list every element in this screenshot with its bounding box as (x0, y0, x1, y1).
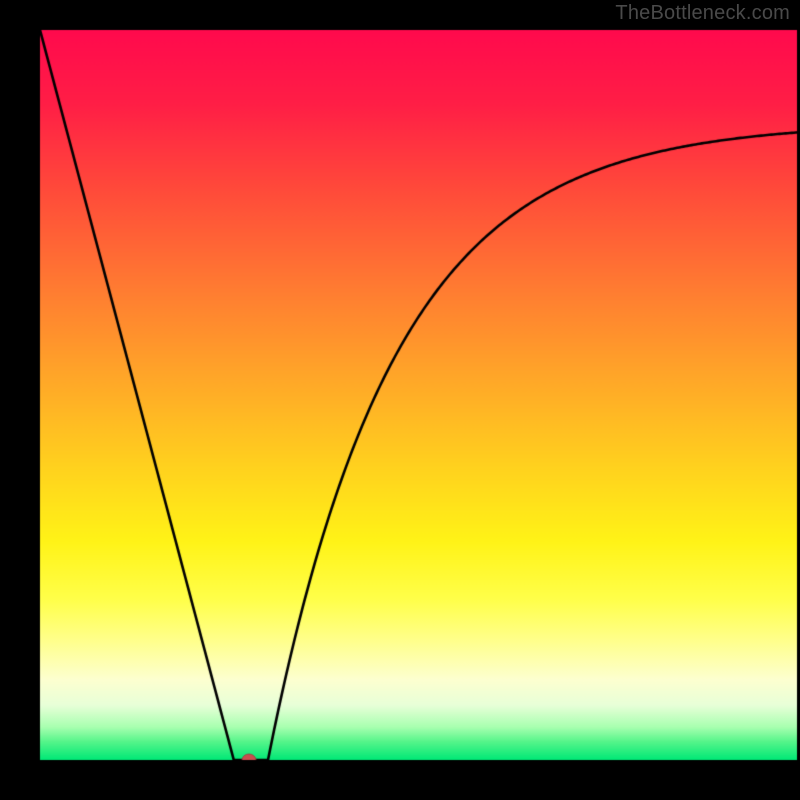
bottleneck-chart-canvas (0, 0, 800, 800)
chart-container: TheBottleneck.com (0, 0, 800, 800)
watermark-text: TheBottleneck.com (615, 2, 790, 25)
